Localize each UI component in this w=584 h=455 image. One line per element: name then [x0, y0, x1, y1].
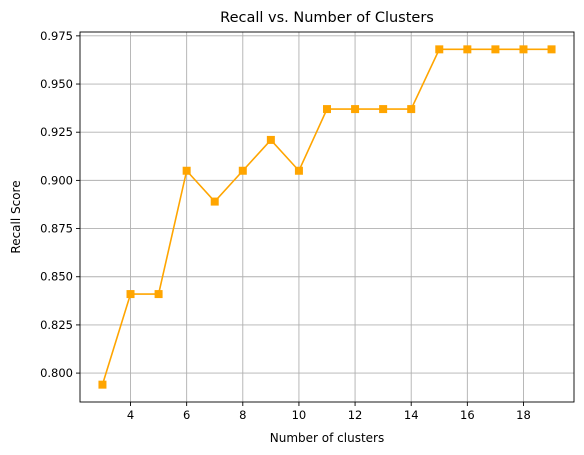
- data-point: [98, 380, 107, 389]
- y-tick-label: 0.825: [40, 318, 73, 332]
- data-point: [519, 45, 528, 54]
- chart-title: Recall vs. Number of Clusters: [220, 10, 434, 26]
- y-tick-label: 0.850: [40, 270, 73, 284]
- data-point: [407, 105, 416, 114]
- data-point: [266, 135, 275, 144]
- data-point: [238, 166, 247, 175]
- x-tick-label: 4: [127, 408, 134, 422]
- y-tick-label: 0.975: [40, 29, 73, 43]
- data-point: [379, 105, 388, 114]
- data-point: [435, 45, 444, 54]
- data-point: [463, 45, 472, 54]
- series-group: [98, 45, 556, 389]
- y-tick-label: 0.950: [40, 77, 73, 91]
- x-tick-label: 16: [460, 408, 475, 422]
- x-tick-label: 12: [348, 408, 363, 422]
- data-point: [294, 166, 303, 175]
- x-tick-label: 18: [516, 408, 531, 422]
- data-point: [323, 105, 331, 114]
- axis-ticks: 4 6 8 10 12 14 16 18 0.800 0.825 0.850 0.875 0.900 0.…: [40, 29, 531, 422]
- x-tick-label: 10: [292, 408, 307, 422]
- data-point: [351, 105, 360, 114]
- x-axis-label: Number of clusters: [270, 431, 384, 445]
- data-point: [126, 290, 135, 299]
- y-tick-label: 0.925: [40, 125, 73, 139]
- grid: [80, 32, 574, 402]
- x-tick-label: 14: [404, 408, 419, 422]
- plot-area: [79, 31, 575, 403]
- data-point: [154, 290, 163, 299]
- x-tick-label: 8: [239, 408, 246, 422]
- data-point: [210, 197, 219, 206]
- data-point: [182, 166, 191, 175]
- y-tick-label: 0.875: [40, 222, 73, 236]
- data-point: [547, 45, 556, 54]
- series-line: [101, 48, 552, 385]
- y-tick-label: 0.800: [40, 366, 73, 380]
- y-axis-label: Recall Score: [9, 180, 23, 253]
- data-point: [491, 45, 500, 54]
- x-tick-label: 6: [183, 408, 190, 422]
- y-tick-label: 0.900: [40, 173, 73, 187]
